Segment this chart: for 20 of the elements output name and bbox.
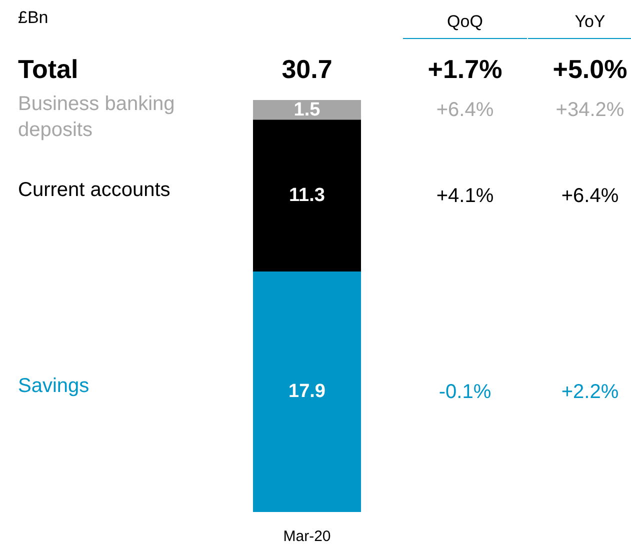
text: +2.2% [560,380,620,404]
text: QoQ [403,12,527,39]
data-label: 17.9 [288,381,326,402]
text: Savings [18,374,90,399]
text: +6.4% [560,184,620,208]
text: Total [18,54,78,85]
text: +6.4% [435,98,495,122]
text: +5.0% [552,54,628,86]
data-label: 11.3 [289,185,325,206]
text: Business banking deposits [18,92,176,144]
data-label: 1.5 [294,99,321,120]
text: +1.7% [426,54,504,86]
x-tick-label: Mar-20 [283,528,331,546]
text: £Bn [18,8,48,28]
text: -0.1% [438,380,492,404]
text: +34.2% [554,98,626,122]
text: Current accounts [18,178,172,203]
total-label: 30.7 [280,54,334,86]
text: +4.1% [435,184,495,208]
text: YoY [528,12,631,39]
